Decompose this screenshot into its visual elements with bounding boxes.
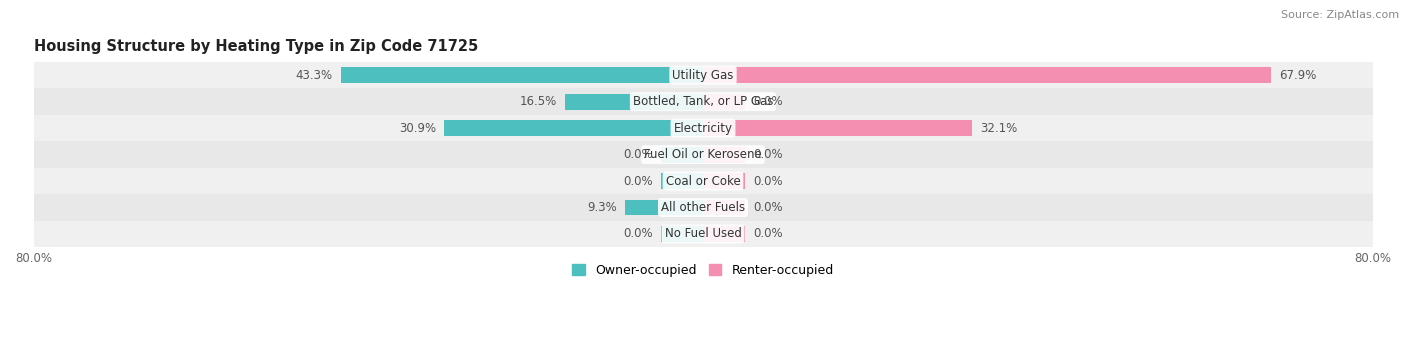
Bar <box>34 168 1372 194</box>
Bar <box>703 226 745 242</box>
Bar <box>703 199 745 216</box>
Text: 0.0%: 0.0% <box>623 148 652 161</box>
Bar <box>34 88 1372 115</box>
Bar <box>34 115 1372 142</box>
Bar <box>626 199 703 216</box>
Text: 0.0%: 0.0% <box>754 148 783 161</box>
Text: Bottled, Tank, or LP Gas: Bottled, Tank, or LP Gas <box>633 95 773 108</box>
Bar <box>661 147 703 163</box>
Text: 0.0%: 0.0% <box>623 227 652 240</box>
Text: 0.0%: 0.0% <box>754 201 783 214</box>
Text: All other Fuels: All other Fuels <box>661 201 745 214</box>
Text: 43.3%: 43.3% <box>295 69 332 82</box>
Text: Electricity: Electricity <box>673 122 733 135</box>
Bar <box>565 94 703 109</box>
Bar <box>340 67 703 83</box>
Text: 0.0%: 0.0% <box>754 175 783 188</box>
Text: Housing Structure by Heating Type in Zip Code 71725: Housing Structure by Heating Type in Zip… <box>34 39 478 54</box>
Text: 30.9%: 30.9% <box>399 122 436 135</box>
Text: 0.0%: 0.0% <box>754 95 783 108</box>
Bar <box>34 62 1372 88</box>
Bar <box>34 142 1372 168</box>
Text: 32.1%: 32.1% <box>980 122 1018 135</box>
Bar <box>661 173 703 189</box>
Bar <box>703 67 1271 83</box>
Bar <box>34 194 1372 221</box>
Text: No Fuel Used: No Fuel Used <box>665 227 741 240</box>
Text: Coal or Coke: Coal or Coke <box>665 175 741 188</box>
Bar <box>661 226 703 242</box>
Bar <box>703 94 745 109</box>
Text: Source: ZipAtlas.com: Source: ZipAtlas.com <box>1281 10 1399 20</box>
Text: 67.9%: 67.9% <box>1279 69 1317 82</box>
Bar <box>34 221 1372 247</box>
Text: Fuel Oil or Kerosene: Fuel Oil or Kerosene <box>644 148 762 161</box>
Legend: Owner-occupied, Renter-occupied: Owner-occupied, Renter-occupied <box>568 259 838 282</box>
Bar <box>703 120 972 136</box>
Bar <box>703 173 745 189</box>
Text: 0.0%: 0.0% <box>754 227 783 240</box>
Bar <box>444 120 703 136</box>
Text: 9.3%: 9.3% <box>588 201 617 214</box>
Text: Utility Gas: Utility Gas <box>672 69 734 82</box>
Bar <box>703 147 745 163</box>
Text: 0.0%: 0.0% <box>623 175 652 188</box>
Text: 16.5%: 16.5% <box>519 95 557 108</box>
